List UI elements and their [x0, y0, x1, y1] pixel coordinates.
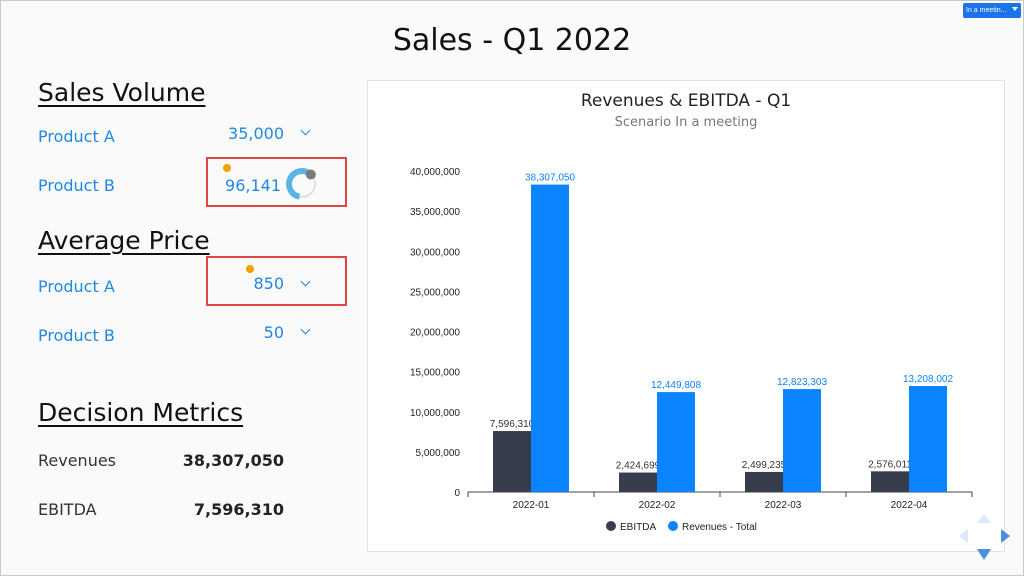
x-tick-label: 2022-01 — [513, 500, 550, 511]
data-label: 38,307,050 — [525, 173, 575, 184]
changed-indicator-dot — [246, 265, 254, 273]
average-price-product-a-label: Product A — [38, 277, 115, 296]
x-tick-label: 2022-03 — [765, 500, 802, 511]
y-tick-label: 40,000,000 — [410, 167, 460, 178]
sales-volume-product-a-label: Product A — [38, 127, 115, 146]
page-title: Sales - Q1 2022 — [392, 23, 632, 58]
bar-revenues — [783, 389, 821, 492]
metric-ebitda-label: EBITDA — [38, 500, 97, 519]
sales-volume-product-b-label: Product B — [38, 176, 115, 195]
y-tick-label: 5,000,000 — [416, 448, 461, 459]
sales-volume-title: Sales Volume — [38, 78, 206, 107]
data-label: 12,449,808 — [651, 380, 701, 391]
chart-subtitle: Scenario In a meeting — [614, 115, 758, 130]
decision-metrics-title: Decision Metrics — [38, 398, 244, 427]
knob-slider[interactable] — [284, 166, 324, 202]
average-price-product-b-label: Product B — [38, 326, 115, 345]
slide-navigation — [959, 514, 1010, 560]
nav-up-icon[interactable] — [977, 514, 991, 523]
nav-right-icon[interactable] — [1001, 529, 1010, 543]
legend-label: Revenues - Total — [682, 522, 757, 533]
bar-ebitda — [619, 472, 657, 492]
dropdown-arrow-icon — [1012, 7, 1018, 11]
changed-indicator-dot — [223, 164, 231, 172]
bar-revenues — [531, 184, 569, 492]
bar-revenues — [909, 386, 947, 492]
average-price-title: Average Price — [38, 226, 210, 255]
highlight-box-sales-product-b — [206, 157, 347, 207]
bar-ebitda — [871, 471, 909, 492]
data-label: 7,596,310 — [490, 419, 535, 430]
knob-handle[interactable] — [305, 169, 316, 180]
scenario-select-value: In a meetin... — [966, 7, 1007, 14]
data-label: 12,823,303 — [777, 377, 827, 388]
knob-fill-arc — [286, 168, 313, 200]
metric-revenues-value: 38,307,050 — [182, 451, 284, 470]
data-label: 2,576,011 — [868, 459, 912, 470]
chart-title: Revenues & EBITDA - Q1 — [580, 91, 792, 111]
y-tick-label: 30,000,000 — [410, 247, 460, 258]
bar-revenues — [657, 392, 695, 492]
data-label: 2,424,699 — [616, 461, 661, 472]
y-tick-label: 15,000,000 — [410, 368, 460, 379]
sales-volume-product-a-value[interactable]: 35,000 — [228, 124, 284, 143]
nav-left-icon[interactable] — [959, 529, 968, 543]
y-tick-label: 35,000,000 — [410, 207, 460, 218]
data-label: 2,499,235 — [742, 460, 787, 471]
metric-ebitda-value: 7,596,310 — [193, 500, 284, 519]
y-tick-label: 0 — [454, 488, 460, 499]
average-price-product-a-value[interactable]: 850 — [253, 274, 284, 293]
legend-marker — [668, 521, 678, 531]
chart-panel: Revenues & EBITDA - Q1 Scenario In a mee… — [367, 80, 1005, 552]
x-tick-label: 2022-04 — [891, 500, 928, 511]
bar-ebitda — [745, 471, 783, 492]
y-tick-label: 25,000,000 — [410, 287, 460, 298]
average-price-product-b-value[interactable]: 50 — [263, 323, 284, 342]
nav-down-icon[interactable] — [977, 549, 991, 560]
bar-ebitda — [493, 431, 531, 492]
bar-chart: 0 5,000,000 10,000,000 15,000,000 20,000,000… — [410, 167, 973, 533]
x-tick-label: 2022-02 — [639, 500, 676, 511]
y-tick-label: 10,000,000 — [410, 408, 460, 419]
data-label: 13,208,002 — [903, 374, 953, 385]
legend-label: EBITDA — [620, 522, 656, 533]
y-tick-label: 20,000,000 — [410, 328, 460, 339]
legend-marker — [606, 521, 616, 531]
highlight-box-price-product-a — [206, 256, 347, 306]
sales-volume-product-b-value[interactable]: 96,141 — [225, 176, 281, 195]
metric-revenues-label: Revenues — [38, 451, 117, 470]
scenario-select[interactable]: In a meetin... — [963, 3, 1021, 18]
